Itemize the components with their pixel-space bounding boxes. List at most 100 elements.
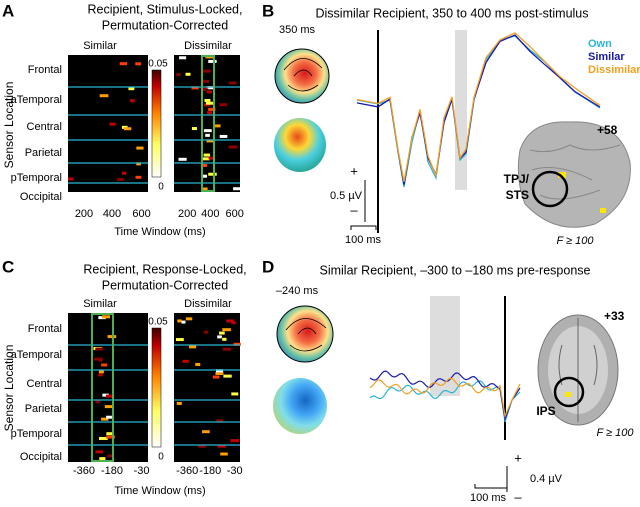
scale-time: 100 ms [345,234,382,246]
heatmap-cell [191,127,197,131]
panel-title: Recipient, Response-Locked, [83,262,246,276]
heatmap-cell [217,335,222,339]
heatmap-cell [121,171,127,175]
y-axis-label: Sensor Location [2,345,16,432]
x-axis-label: Time Window (ms) [114,226,205,238]
roi-circle [553,376,585,408]
heatmap-cell [95,347,104,351]
heatmap-cell [205,133,210,137]
heatmap-cell [219,134,228,138]
heatmap-cell [195,362,201,366]
panel-title: Permutation-Corrected [102,18,228,32]
row-label: Frontal [28,64,62,76]
heatmap-cell [107,335,117,339]
x-tick-label: 600 [132,208,150,220]
x-tick-label: 200 [75,208,93,220]
heatmap-cell [189,345,197,349]
heatmap-cell [230,439,240,443]
x-tick-label: 400 [201,208,219,220]
row-label: pTemporal [11,172,62,184]
heatmap-cell [99,457,106,461]
heatmap-cell [178,157,187,161]
row-label: Parietal [25,147,62,159]
heatmap [174,313,240,462]
x-axis-label: Time Window (ms) [114,485,205,497]
heatmap-cell [181,320,186,324]
heatmap-cell [68,177,74,181]
colorbar [151,69,162,178]
erp-trace [369,377,521,419]
colorbar [151,327,162,448]
threshold-label: F ≥ 100 [556,235,594,247]
heatmap-cell [135,175,142,179]
heatmap-cell [233,342,241,346]
row-label: pTemporal [11,428,62,440]
threshold-label: F ≥ 100 [596,427,634,439]
colorbar-label: 0.05 [148,59,168,70]
scale-time: 100 ms [470,492,507,504]
heatmap-cell [202,69,211,73]
heatmap-cell [198,444,207,448]
heatmap-cell [206,139,214,143]
time-window [455,30,467,190]
heatmap-cell [216,369,224,373]
head-model [274,118,326,172]
heatmap-cell [219,103,228,107]
heatmap-cell [185,317,193,321]
heatmap-cell [102,315,111,319]
x-tick-label: -180 [101,465,123,477]
heatmap-cell [106,432,113,436]
heatmap-cell [119,62,128,66]
colorbar-label: 0 [158,182,164,193]
heatmap-cell [216,419,224,423]
subplot-title: Similar [83,40,117,52]
highlight-window [201,55,215,192]
x-tick-label: 400 [103,208,121,220]
scale-amplitude: 0.4 µV [530,473,563,485]
slice-label: +58 [597,123,618,137]
heatmap-cell [208,172,217,176]
panel-title: Recipient, Stimulus-Locked, [88,2,243,16]
scale-amplitude: 0.5 µV [330,190,363,202]
x-tick-label: -360 [73,465,95,477]
heatmap-cell [220,452,228,456]
subplot-title: Dissimilar [184,40,232,52]
heatmap-cell [208,86,215,90]
y-axis-label: Sensor Location [2,82,16,169]
heatmap-cell [179,56,187,60]
heatmap-cell [93,357,103,361]
highlight-window [91,313,114,462]
row-label: Frontal [28,323,62,335]
heatmap-cell [222,347,232,351]
heatmap-cell [206,90,212,94]
traces [369,370,521,423]
slice-label: +33 [604,309,625,323]
region-label: IPS [536,404,555,418]
heatmap-cell [176,73,181,77]
legend-entry: Own [588,38,612,50]
panel-letter: B [262,1,274,20]
heatmap-cell [202,430,210,434]
heatmap-cell [101,363,108,367]
subplot-title: Dissimilar [184,298,232,310]
heatmap-cell [135,62,142,66]
heatmap-cell [177,319,182,323]
region-label: TPJ/ [504,172,530,186]
x-tick-label: 200 [178,208,196,220]
time-window [430,296,460,396]
legend-entry: Similar [588,51,625,63]
heatmap-cell [215,371,224,375]
heatmap-cell [136,162,141,166]
brain-lateral [517,121,631,228]
row-label: Central [27,378,62,390]
heatmap-cell [99,94,109,98]
heatmap-cell [223,374,232,378]
scale-minus: – [514,489,522,504]
heatmap-cell [208,107,214,111]
heatmap-cell [176,401,182,405]
heatmap-cell [101,417,109,421]
heatmap-cell [95,450,103,454]
heatmap-cell [182,359,189,363]
topo-map [274,48,330,104]
